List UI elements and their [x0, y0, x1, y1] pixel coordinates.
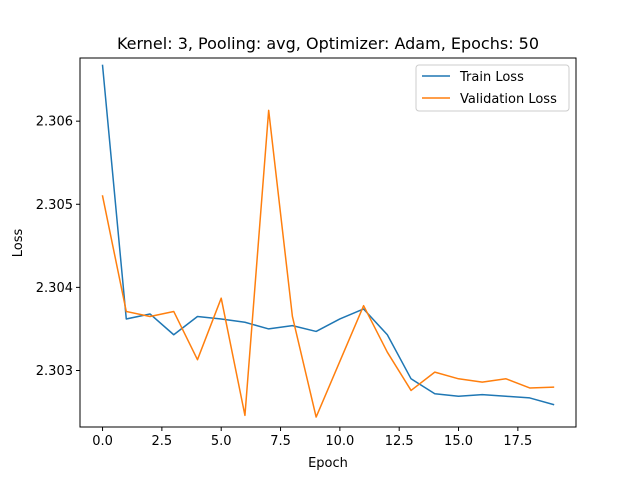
x-tick-label: 15.0 [444, 434, 473, 449]
y-axis-label: Loss [11, 229, 26, 258]
y-tick-label: 2.303 [36, 364, 73, 379]
legend-box [415, 64, 570, 112]
x-tick-label: 12.5 [385, 434, 414, 449]
y-tick-label: 2.305 [36, 198, 73, 213]
legend-label-train-loss: Train Loss [459, 70, 524, 85]
x-axis-label: Epoch [308, 456, 348, 471]
legend-label-validation-loss: Validation Loss [460, 92, 557, 107]
x-tick-label: 17.5 [503, 434, 532, 449]
y-tick-label: 2.304 [36, 281, 73, 296]
x-tick-label: 2.5 [152, 434, 173, 449]
chart-title: Kernel: 3, Pooling: avg, Optimizer: Adam… [117, 34, 539, 53]
y-tick-label: 2.306 [36, 115, 73, 130]
series-line-train-loss [101, 64, 555, 406]
x-tick-label: 10.0 [325, 434, 354, 449]
y-axis-ticks: 2.303 2.304 2.305 2.306 [36, 115, 80, 379]
x-tick-label: 5.0 [211, 434, 232, 449]
x-tick-label: 0.0 [92, 434, 113, 449]
x-axis-ticks: 0.0 2.5 5.0 7.5 10.0 12.5 15.0 17.5 [92, 427, 532, 449]
plot-area [101, 64, 555, 418]
plot-frame [79, 57, 577, 428]
series-line-validation-loss [101, 109, 555, 418]
legend: Train Loss Validation Loss [415, 64, 570, 112]
x-tick-label: 7.5 [270, 434, 291, 449]
